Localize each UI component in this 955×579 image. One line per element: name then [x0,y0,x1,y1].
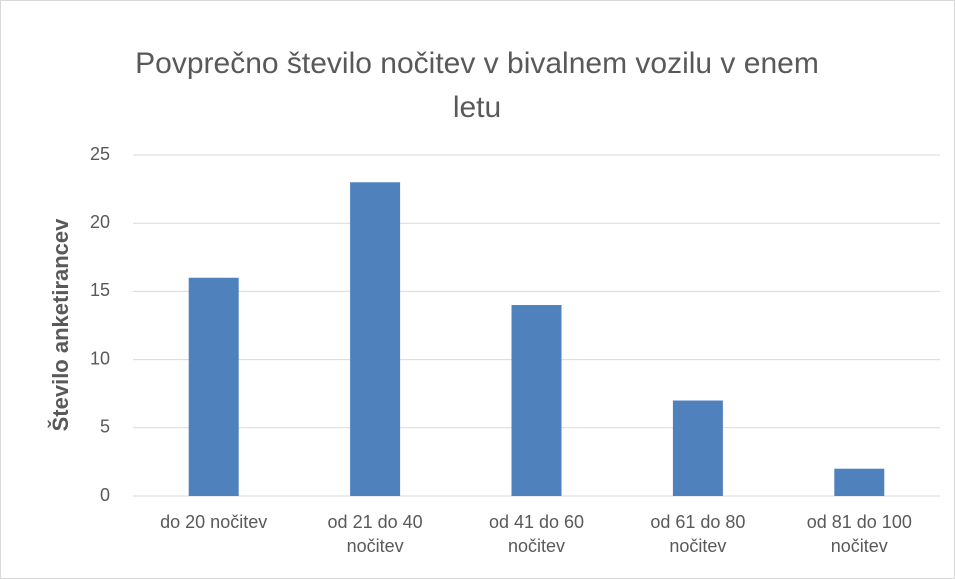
y-tick-label: 20 [90,212,110,232]
y-tick-label: 25 [90,144,110,164]
bar [511,305,562,496]
x-tick-label: od 81 do 100 nočitev [806,512,912,556]
y-tick-label: 10 [90,348,110,368]
y-axis-label: Število anketirancev [48,218,73,432]
y-tick-label: 0 [100,485,110,505]
bar [834,468,885,496]
bar [188,277,239,496]
x-tick-label: od 41 do 60 nočitev [488,512,585,556]
x-tick-label: do 20 nočitev [160,512,268,532]
bar [672,400,723,496]
chart-title: Povprečno število nočitev v bivalnem voz… [135,47,819,124]
y-tick-label: 5 [100,417,110,437]
x-tick-label: od 61 do 80 nočitev [650,512,746,556]
y-tick-label: 15 [90,280,110,300]
bar [350,182,401,496]
x-tick-label: od 21 do 40 nočitev [327,512,423,556]
